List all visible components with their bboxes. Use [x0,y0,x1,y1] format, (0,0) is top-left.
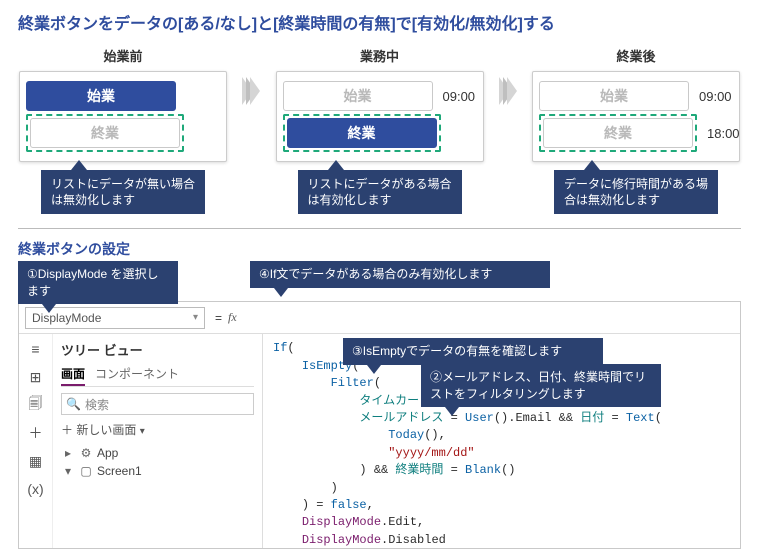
callout-row: リストにデータが無い場合は無効化します リストにデータがある場合は有効化します … [18,170,741,214]
card-before: 始業 終業 [19,71,227,162]
state-before-label: 始業前 [103,46,142,65]
editor-area: ①DisplayMode を選択します ④If文でデータがある場合のみ有効化しま… [18,301,741,549]
states-row: 始業前 始業 終業 業務中 始業 09:00 [18,46,741,162]
state-during-label: 業務中 [360,46,399,65]
add-icon[interactable]: ＋ [27,424,45,442]
end-highlight-after: 終業 [539,114,697,152]
tree-view-icon[interactable]: ≡ [27,340,45,358]
callout-after: データに修行時間がある場合は無効化します [554,170,718,214]
state-before: 始業前 始業 終業 [18,46,228,162]
tree-item-screen1[interactable]: ▾ ▢ Screen1 [61,462,254,480]
insert-icon[interactable]: ⊞ [27,368,45,386]
new-screen-label: 新しい画面 [76,423,136,437]
arrow-2 [502,46,514,136]
screen-icon: ▢ [79,464,93,478]
left-panel: ≡ ⊞ 🗐 ＋ ▦ (x) ツリー ビュー 画面 コンポーネント 🔍 検索 ＋ … [19,334,263,548]
tree-item-screen1-label: Screen1 [97,464,142,478]
annotation-2: ②メールアドレス、日付、終業時間でリストをフィルタリングします [421,364,661,406]
search-placeholder: 検索 [85,396,109,413]
divider [18,228,741,229]
fx-icon: fx [228,310,237,325]
new-screen-button[interactable]: ＋ 新しい画面 ▾ [61,421,254,438]
annotation-3: ③IsEmptyでデータの有無を確認します [343,338,603,364]
end-button-during[interactable]: 終業 [287,118,437,148]
time-after-2: 18:00 [707,126,740,141]
start-button-after[interactable]: 始業 [539,81,689,111]
state-after-label: 終業後 [616,46,655,65]
start-button-during[interactable]: 始業 [283,81,433,111]
start-button-before[interactable]: 始業 [26,81,176,111]
tree-title: ツリー ビュー [61,340,254,359]
app-icon: ⚙ [79,446,93,460]
data-icon[interactable]: 🗐 [27,396,45,414]
chevron-right-icon: ▸ [61,446,75,460]
chevron-down-icon: ▾ [61,464,75,478]
variables-icon[interactable]: (x) [27,480,45,498]
arrow-1 [245,46,257,136]
media-icon[interactable]: ▦ [27,452,45,470]
tab-screens[interactable]: 画面 [61,363,85,386]
state-during: 業務中 始業 09:00 終業 [275,46,485,162]
end-button-before[interactable]: 終業 [30,118,180,148]
equals-label: = [215,311,222,325]
tree-tabs: 画面 コンポーネント [61,363,254,387]
card-after: 始業 09:00 終業 18:00 [532,71,740,162]
chevron-down-icon: ▾ [140,426,145,437]
section-title: 終業ボタンの設定 [18,239,741,259]
time-during-1: 09:00 [443,89,476,104]
state-after: 終業後 始業 09:00 終業 18:00 [531,46,741,162]
tab-components[interactable]: コンポーネント [95,363,179,386]
callout-during: リストにデータがある場合は有効化します [298,170,462,214]
search-icon: 🔍 [66,397,81,411]
tree-item-app[interactable]: ▸ ⚙ App [61,444,254,462]
end-button-after[interactable]: 終業 [543,118,693,148]
end-highlight-before: 終業 [26,114,184,152]
page-title: 終業ボタンをデータの[ある/なし]と[終業時間の有無]で[有効化/無効化]する [18,10,741,34]
annotation-1: ①DisplayMode を選択します [18,261,178,303]
tree-search[interactable]: 🔍 検索 [61,393,254,415]
card-during: 始業 09:00 終業 [276,71,484,162]
left-rail: ≡ ⊞ 🗐 ＋ ▦ (x) [19,334,53,548]
tree-item-app-label: App [97,446,118,460]
end-highlight-during: 終業 [283,114,441,152]
formula-bar: DisplayMode ▾ = fx [19,302,740,334]
time-after-1: 09:00 [699,89,732,104]
tree-panel: ツリー ビュー 画面 コンポーネント 🔍 検索 ＋ 新しい画面 ▾ ▸ ⚙ Ap… [53,334,262,548]
property-dropdown-value: DisplayMode [32,311,101,325]
annotation-4: ④If文でデータがある場合のみ有効化します [250,261,550,287]
chevron-down-icon: ▾ [193,312,198,323]
callout-before: リストにデータが無い場合は無効化します [41,170,205,214]
editor-window: ③IsEmptyでデータの有無を確認します ②メールアドレス、日付、終業時間でリ… [18,301,741,549]
